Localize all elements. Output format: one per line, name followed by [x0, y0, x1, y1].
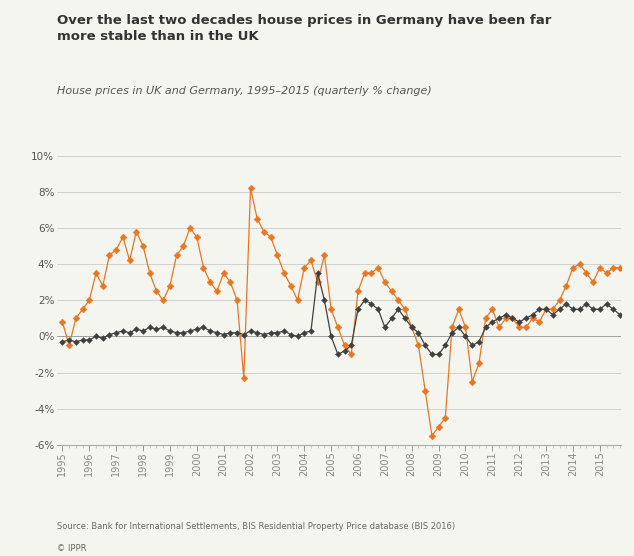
Germany quarterly HPI: [65, 336, 73, 343]
Line: Germany quarterly HPI: Germany quarterly HPI: [60, 271, 622, 356]
Germany quarterly HPI: [92, 333, 100, 340]
UK quarterly HPI: [247, 185, 254, 191]
Germany quarterly HPI: [334, 351, 342, 358]
UK quarterly HPI: [65, 342, 73, 349]
Line: UK quarterly HPI: UK quarterly HPI: [60, 186, 623, 438]
Text: Over the last two decades house prices in Germany have been far
more stable than: Over the last two decades house prices i…: [57, 14, 552, 43]
UK quarterly HPI: [92, 270, 100, 276]
Text: © IPPR: © IPPR: [57, 544, 87, 553]
Germany quarterly HPI: [58, 339, 66, 345]
UK quarterly HPI: [522, 324, 530, 331]
Text: House prices in UK and Germany, 1995–2015 (quarterly % change): House prices in UK and Germany, 1995–201…: [57, 86, 432, 96]
Germany quarterly HPI: [495, 315, 503, 321]
Germany quarterly HPI: [347, 342, 355, 349]
UK quarterly HPI: [428, 433, 436, 439]
Germany quarterly HPI: [307, 327, 314, 334]
Germany quarterly HPI: [522, 315, 530, 321]
Text: Source: Bank for International Settlements, BIS Residential Property Price datab: Source: Bank for International Settlemen…: [57, 522, 455, 531]
UK quarterly HPI: [616, 264, 624, 271]
UK quarterly HPI: [58, 319, 66, 325]
Germany quarterly HPI: [616, 311, 624, 318]
UK quarterly HPI: [314, 279, 321, 286]
UK quarterly HPI: [495, 324, 503, 331]
Germany quarterly HPI: [314, 270, 321, 276]
UK quarterly HPI: [340, 342, 348, 349]
